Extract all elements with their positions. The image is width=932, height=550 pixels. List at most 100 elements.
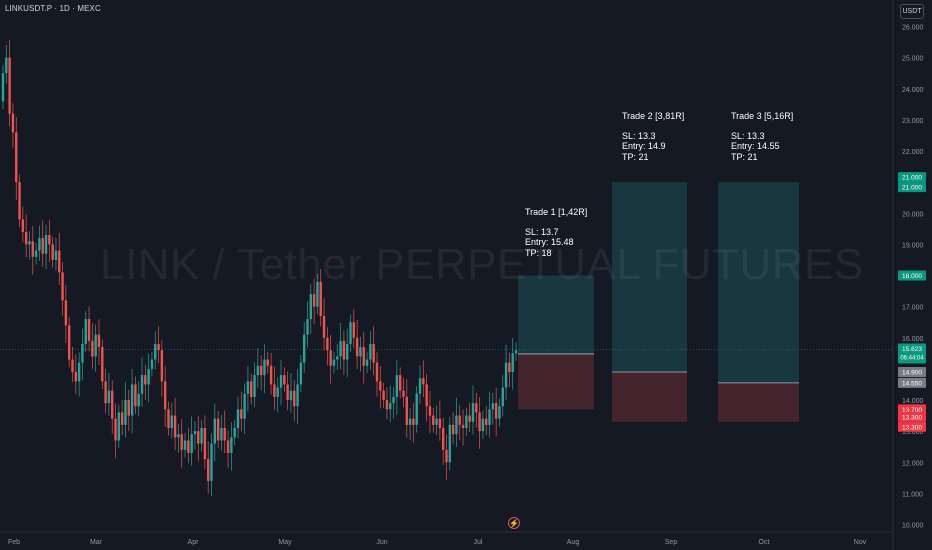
- candle-body[interactable]: [187, 440, 190, 453]
- candle-body[interactable]: [67, 325, 71, 360]
- candle-body[interactable]: [101, 347, 104, 382]
- candle-body[interactable]: [279, 375, 283, 388]
- candle-body[interactable]: [193, 431, 197, 435]
- candle-body[interactable]: [339, 340, 342, 357]
- candle-body[interactable]: [402, 390, 405, 397]
- candle-body[interactable]: [163, 381, 167, 410]
- candle-body[interactable]: [120, 412, 124, 425]
- candle-body[interactable]: [124, 400, 127, 425]
- candle-body[interactable]: [34, 250, 38, 257]
- candle-body[interactable]: [117, 412, 121, 441]
- candle-body[interactable]: [177, 434, 180, 438]
- candle-body[interactable]: [501, 387, 504, 407]
- candle-body[interactable]: [236, 409, 240, 429]
- candle-body[interactable]: [342, 340, 346, 360]
- candle-body[interactable]: [147, 368, 150, 385]
- candle-body[interactable]: [468, 415, 471, 422]
- candle-body[interactable]: [51, 244, 54, 260]
- candle-body[interactable]: [475, 403, 478, 413]
- candle-body[interactable]: [104, 381, 107, 404]
- candle-body[interactable]: [87, 319, 91, 341]
- candle-body[interactable]: [197, 431, 200, 444]
- candle-body[interactable]: [226, 440, 230, 453]
- candle-body[interactable]: [336, 356, 339, 360]
- candle-body[interactable]: [28, 241, 31, 245]
- candle-body[interactable]: [296, 384, 299, 407]
- candle-body[interactable]: [494, 403, 498, 419]
- candle-body[interactable]: [5, 57, 8, 74]
- candle-body[interactable]: [441, 428, 445, 450]
- candle-body[interactable]: [269, 365, 273, 385]
- candle-body[interactable]: [379, 381, 382, 391]
- candle-body[interactable]: [154, 343, 157, 360]
- candle-body[interactable]: [511, 353, 514, 372]
- candle-body[interactable]: [498, 406, 501, 419]
- candle-body[interactable]: [127, 400, 130, 416]
- candle-body[interactable]: [485, 418, 488, 425]
- candle-body[interactable]: [514, 350, 518, 354]
- candle-body[interactable]: [91, 340, 94, 357]
- candle-body[interactable]: [256, 365, 260, 376]
- candle-body[interactable]: [223, 428, 226, 441]
- candle-body[interactable]: [448, 424, 452, 463]
- candle-body[interactable]: [309, 294, 312, 320]
- candle-body[interactable]: [332, 359, 336, 366]
- lightning-icon[interactable]: ⚡: [508, 517, 520, 529]
- candle-body[interactable]: [372, 343, 375, 363]
- position-3-profit-zone[interactable]: [718, 182, 799, 383]
- candle-body[interactable]: [273, 384, 276, 397]
- candle-body[interactable]: [375, 362, 379, 382]
- candle-body[interactable]: [233, 428, 236, 438]
- candle-body[interactable]: [41, 238, 44, 254]
- candle-body[interactable]: [64, 300, 68, 326]
- candle-body[interactable]: [465, 415, 468, 429]
- candle-body[interactable]: [74, 371, 78, 382]
- candle-body[interactable]: [54, 250, 58, 260]
- candle-body[interactable]: [369, 343, 372, 360]
- candle-body[interactable]: [107, 390, 111, 404]
- candle-body[interactable]: [15, 132, 18, 183]
- candle-body[interactable]: [293, 390, 296, 407]
- candle-body[interactable]: [144, 375, 147, 385]
- candle-body[interactable]: [11, 113, 15, 133]
- candle-body[interactable]: [167, 409, 170, 429]
- candle-body[interactable]: [200, 428, 203, 444]
- candle-body[interactable]: [276, 387, 279, 397]
- candle-body[interactable]: [216, 418, 220, 441]
- candle-body[interactable]: [412, 418, 415, 425]
- candle-body[interactable]: [263, 359, 266, 376]
- candle-body[interactable]: [432, 415, 435, 425]
- candle-body[interactable]: [451, 424, 455, 435]
- candle-body[interactable]: [425, 384, 428, 407]
- candle-body[interactable]: [84, 319, 87, 344]
- candle-body[interactable]: [183, 440, 187, 450]
- candle-body[interactable]: [488, 409, 491, 425]
- currency-button[interactable]: USDT: [900, 4, 924, 19]
- candle-body[interactable]: [210, 443, 213, 481]
- candle-body[interactable]: [31, 241, 34, 257]
- candle-body[interactable]: [97, 334, 101, 348]
- candle-body[interactable]: [8, 57, 11, 114]
- candle-body[interactable]: [352, 322, 356, 338]
- candle-body[interactable]: [220, 428, 223, 441]
- candle-body[interactable]: [458, 415, 461, 425]
- candle-body[interactable]: [61, 272, 64, 301]
- candle-body[interactable]: [253, 375, 256, 397]
- candle-body[interactable]: [359, 347, 362, 357]
- candle-body[interactable]: [81, 343, 84, 363]
- candle-body[interactable]: [326, 337, 329, 351]
- candle-body[interactable]: [180, 434, 183, 450]
- candle-body[interactable]: [289, 390, 293, 400]
- candle-body[interactable]: [173, 415, 177, 438]
- candle-body[interactable]: [259, 365, 263, 376]
- candle-body[interactable]: [157, 343, 160, 351]
- candle-body[interactable]: [445, 449, 448, 463]
- candle-body[interactable]: [299, 362, 303, 385]
- candle-body[interactable]: [213, 418, 217, 444]
- candle-body[interactable]: [398, 375, 402, 391]
- candle-body[interactable]: [405, 396, 408, 425]
- candle-body[interactable]: [461, 424, 465, 429]
- candle-body[interactable]: [150, 359, 154, 369]
- candle-body[interactable]: [478, 412, 481, 432]
